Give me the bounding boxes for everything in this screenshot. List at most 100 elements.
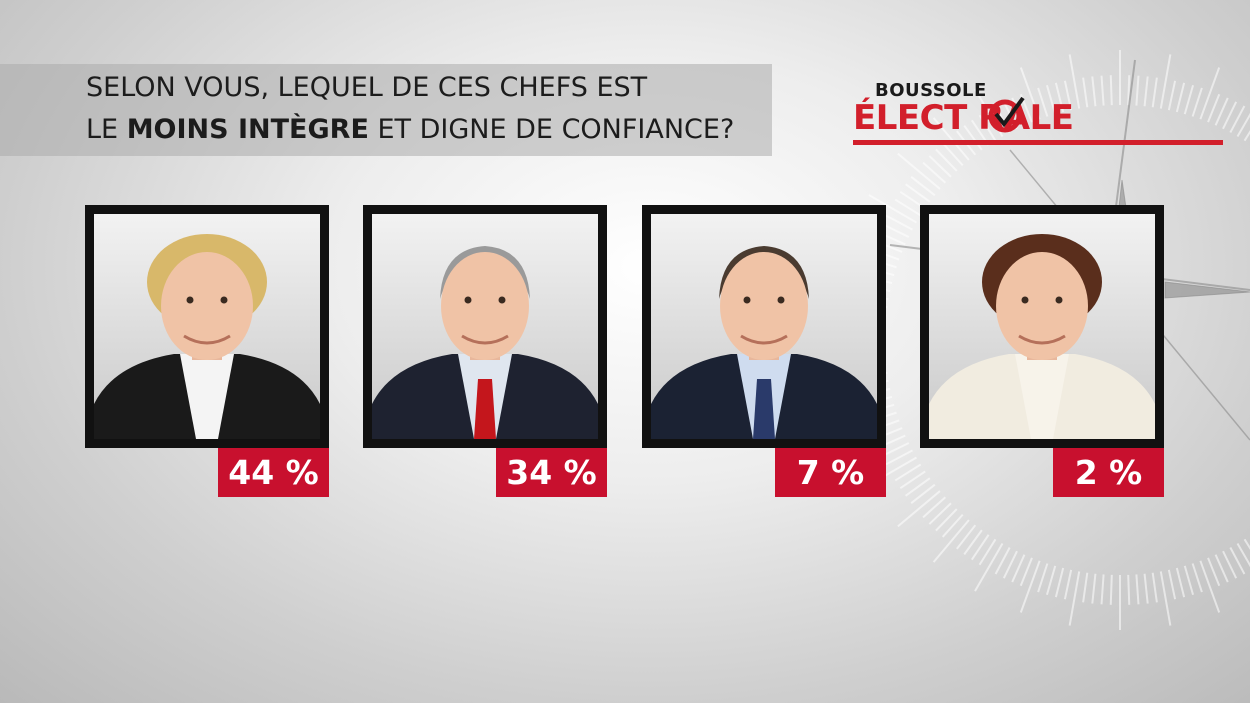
percent-label: 7 % bbox=[775, 448, 886, 497]
compass-tick bbox=[1199, 560, 1221, 613]
compass-tick bbox=[1159, 54, 1172, 109]
percent-label: 2 % bbox=[1053, 448, 1164, 497]
compass-tick bbox=[1167, 80, 1177, 111]
compass-tick bbox=[881, 222, 910, 238]
leader-photo bbox=[651, 214, 877, 439]
compass-tick bbox=[1175, 82, 1186, 113]
compass-tick bbox=[1207, 557, 1221, 587]
man-portrait-icon bbox=[372, 246, 598, 439]
checkmark-circle-icon bbox=[988, 96, 1025, 133]
compass-tick bbox=[1063, 569, 1073, 600]
compass-tick bbox=[1068, 54, 1081, 109]
leader-card-2 bbox=[363, 205, 607, 448]
compass-tick bbox=[935, 508, 958, 532]
question-line-2: LE MOINS INTÈGRE ET DIGNE DE CONFIANCE? bbox=[86, 114, 734, 145]
compass-tick bbox=[1236, 543, 1250, 568]
compass-tick bbox=[1243, 130, 1250, 142]
percent-label: 34 % bbox=[496, 448, 607, 497]
compass-tick bbox=[1135, 574, 1140, 605]
logo-bottom-text: ÉLECT RALE bbox=[853, 98, 1074, 138]
compass-tick bbox=[1100, 75, 1105, 106]
compass-tick bbox=[1214, 97, 1229, 126]
compass-tick bbox=[1143, 76, 1149, 107]
compass-tick bbox=[1167, 569, 1177, 600]
compass-tick bbox=[1037, 87, 1049, 117]
compass-tick bbox=[935, 148, 958, 172]
compass-tick bbox=[1229, 105, 1246, 133]
compass-tick bbox=[1082, 77, 1089, 108]
compass-tick bbox=[1091, 573, 1097, 604]
leader-photo bbox=[372, 214, 598, 439]
compass-tick bbox=[932, 519, 970, 563]
compass-tick bbox=[1063, 80, 1073, 111]
compass-tick bbox=[970, 534, 990, 561]
compass-tick bbox=[1191, 563, 1203, 593]
compass-tick bbox=[1151, 572, 1158, 603]
compass-tick bbox=[1068, 571, 1081, 626]
boussole-electorale-logo: BOUSSOLE ÉLECT RALE bbox=[853, 80, 1223, 150]
compass-tick bbox=[1183, 84, 1195, 115]
compass-tick bbox=[1100, 574, 1105, 605]
compass-tick bbox=[885, 449, 913, 466]
leader-photo bbox=[94, 214, 320, 439]
compass-tick bbox=[897, 490, 941, 528]
compass-tick bbox=[868, 194, 917, 224]
woman-portrait-icon bbox=[94, 234, 320, 439]
compass-tick bbox=[1054, 567, 1065, 598]
compass-tick bbox=[1045, 84, 1057, 115]
compass-tick bbox=[928, 502, 952, 525]
compass-tick bbox=[1019, 557, 1033, 587]
compass-tick bbox=[1159, 571, 1172, 626]
compass-tick bbox=[894, 463, 922, 482]
compass-tick bbox=[1127, 75, 1131, 106]
compass-tick bbox=[1082, 572, 1089, 603]
man-portrait-icon bbox=[651, 246, 877, 439]
question-banner: SELON VOUS, LEQUEL DE CES CHEFS EST LE M… bbox=[0, 64, 772, 156]
compass-tick bbox=[1207, 93, 1221, 123]
compass-tick bbox=[1236, 112, 1250, 137]
percent-label: 44 % bbox=[218, 448, 329, 497]
question-line-2-suffix: ET DIGNE DE CONFIANCE? bbox=[368, 114, 735, 145]
leader-card-3 bbox=[642, 205, 886, 448]
compass-tick bbox=[956, 524, 977, 550]
leader-photo bbox=[929, 214, 1155, 439]
compass-tick bbox=[1109, 574, 1113, 605]
compass-tick bbox=[897, 152, 941, 190]
compass-tick bbox=[922, 496, 947, 519]
compass-tick bbox=[1243, 538, 1250, 550]
compass-tick bbox=[1045, 565, 1057, 596]
compass-tick bbox=[1054, 82, 1065, 113]
question-line-1: SELON VOUS, LEQUEL DE CES CHEFS EST bbox=[86, 72, 648, 103]
compass-tick bbox=[1175, 567, 1186, 598]
compass-tick bbox=[928, 155, 952, 178]
compass-tick bbox=[963, 529, 983, 555]
compass-tick bbox=[1199, 67, 1221, 120]
compass-tick bbox=[1109, 75, 1113, 106]
compass-tick bbox=[941, 142, 964, 167]
compass-tick bbox=[994, 547, 1011, 575]
compass-tick bbox=[1037, 563, 1049, 593]
compass-tick bbox=[978, 114, 997, 142]
compass-tick bbox=[941, 513, 964, 538]
compass-tick bbox=[910, 176, 936, 197]
logo-underline bbox=[853, 140, 1223, 145]
compass-tick bbox=[1019, 560, 1041, 613]
compass-tick bbox=[1143, 573, 1149, 604]
compass-tick bbox=[1222, 550, 1238, 579]
compass-tick bbox=[932, 117, 970, 161]
leader-card-4 bbox=[920, 205, 1164, 448]
compass-tick bbox=[905, 183, 931, 203]
compass-tick bbox=[1191, 87, 1203, 117]
compass-tick bbox=[1222, 101, 1238, 130]
compass-tick bbox=[910, 483, 936, 504]
compass-tick bbox=[1019, 67, 1041, 120]
compass-tick bbox=[974, 543, 1004, 592]
compass-tick bbox=[905, 477, 931, 497]
question-emphasis: MOINS INTÈGRE bbox=[126, 114, 369, 145]
compass-tick bbox=[899, 470, 926, 490]
compass-tick bbox=[922, 161, 947, 184]
compass-tick bbox=[1135, 75, 1140, 106]
compass-tick bbox=[885, 214, 913, 231]
compass-tick bbox=[894, 198, 922, 217]
compass-tick bbox=[1183, 565, 1195, 596]
